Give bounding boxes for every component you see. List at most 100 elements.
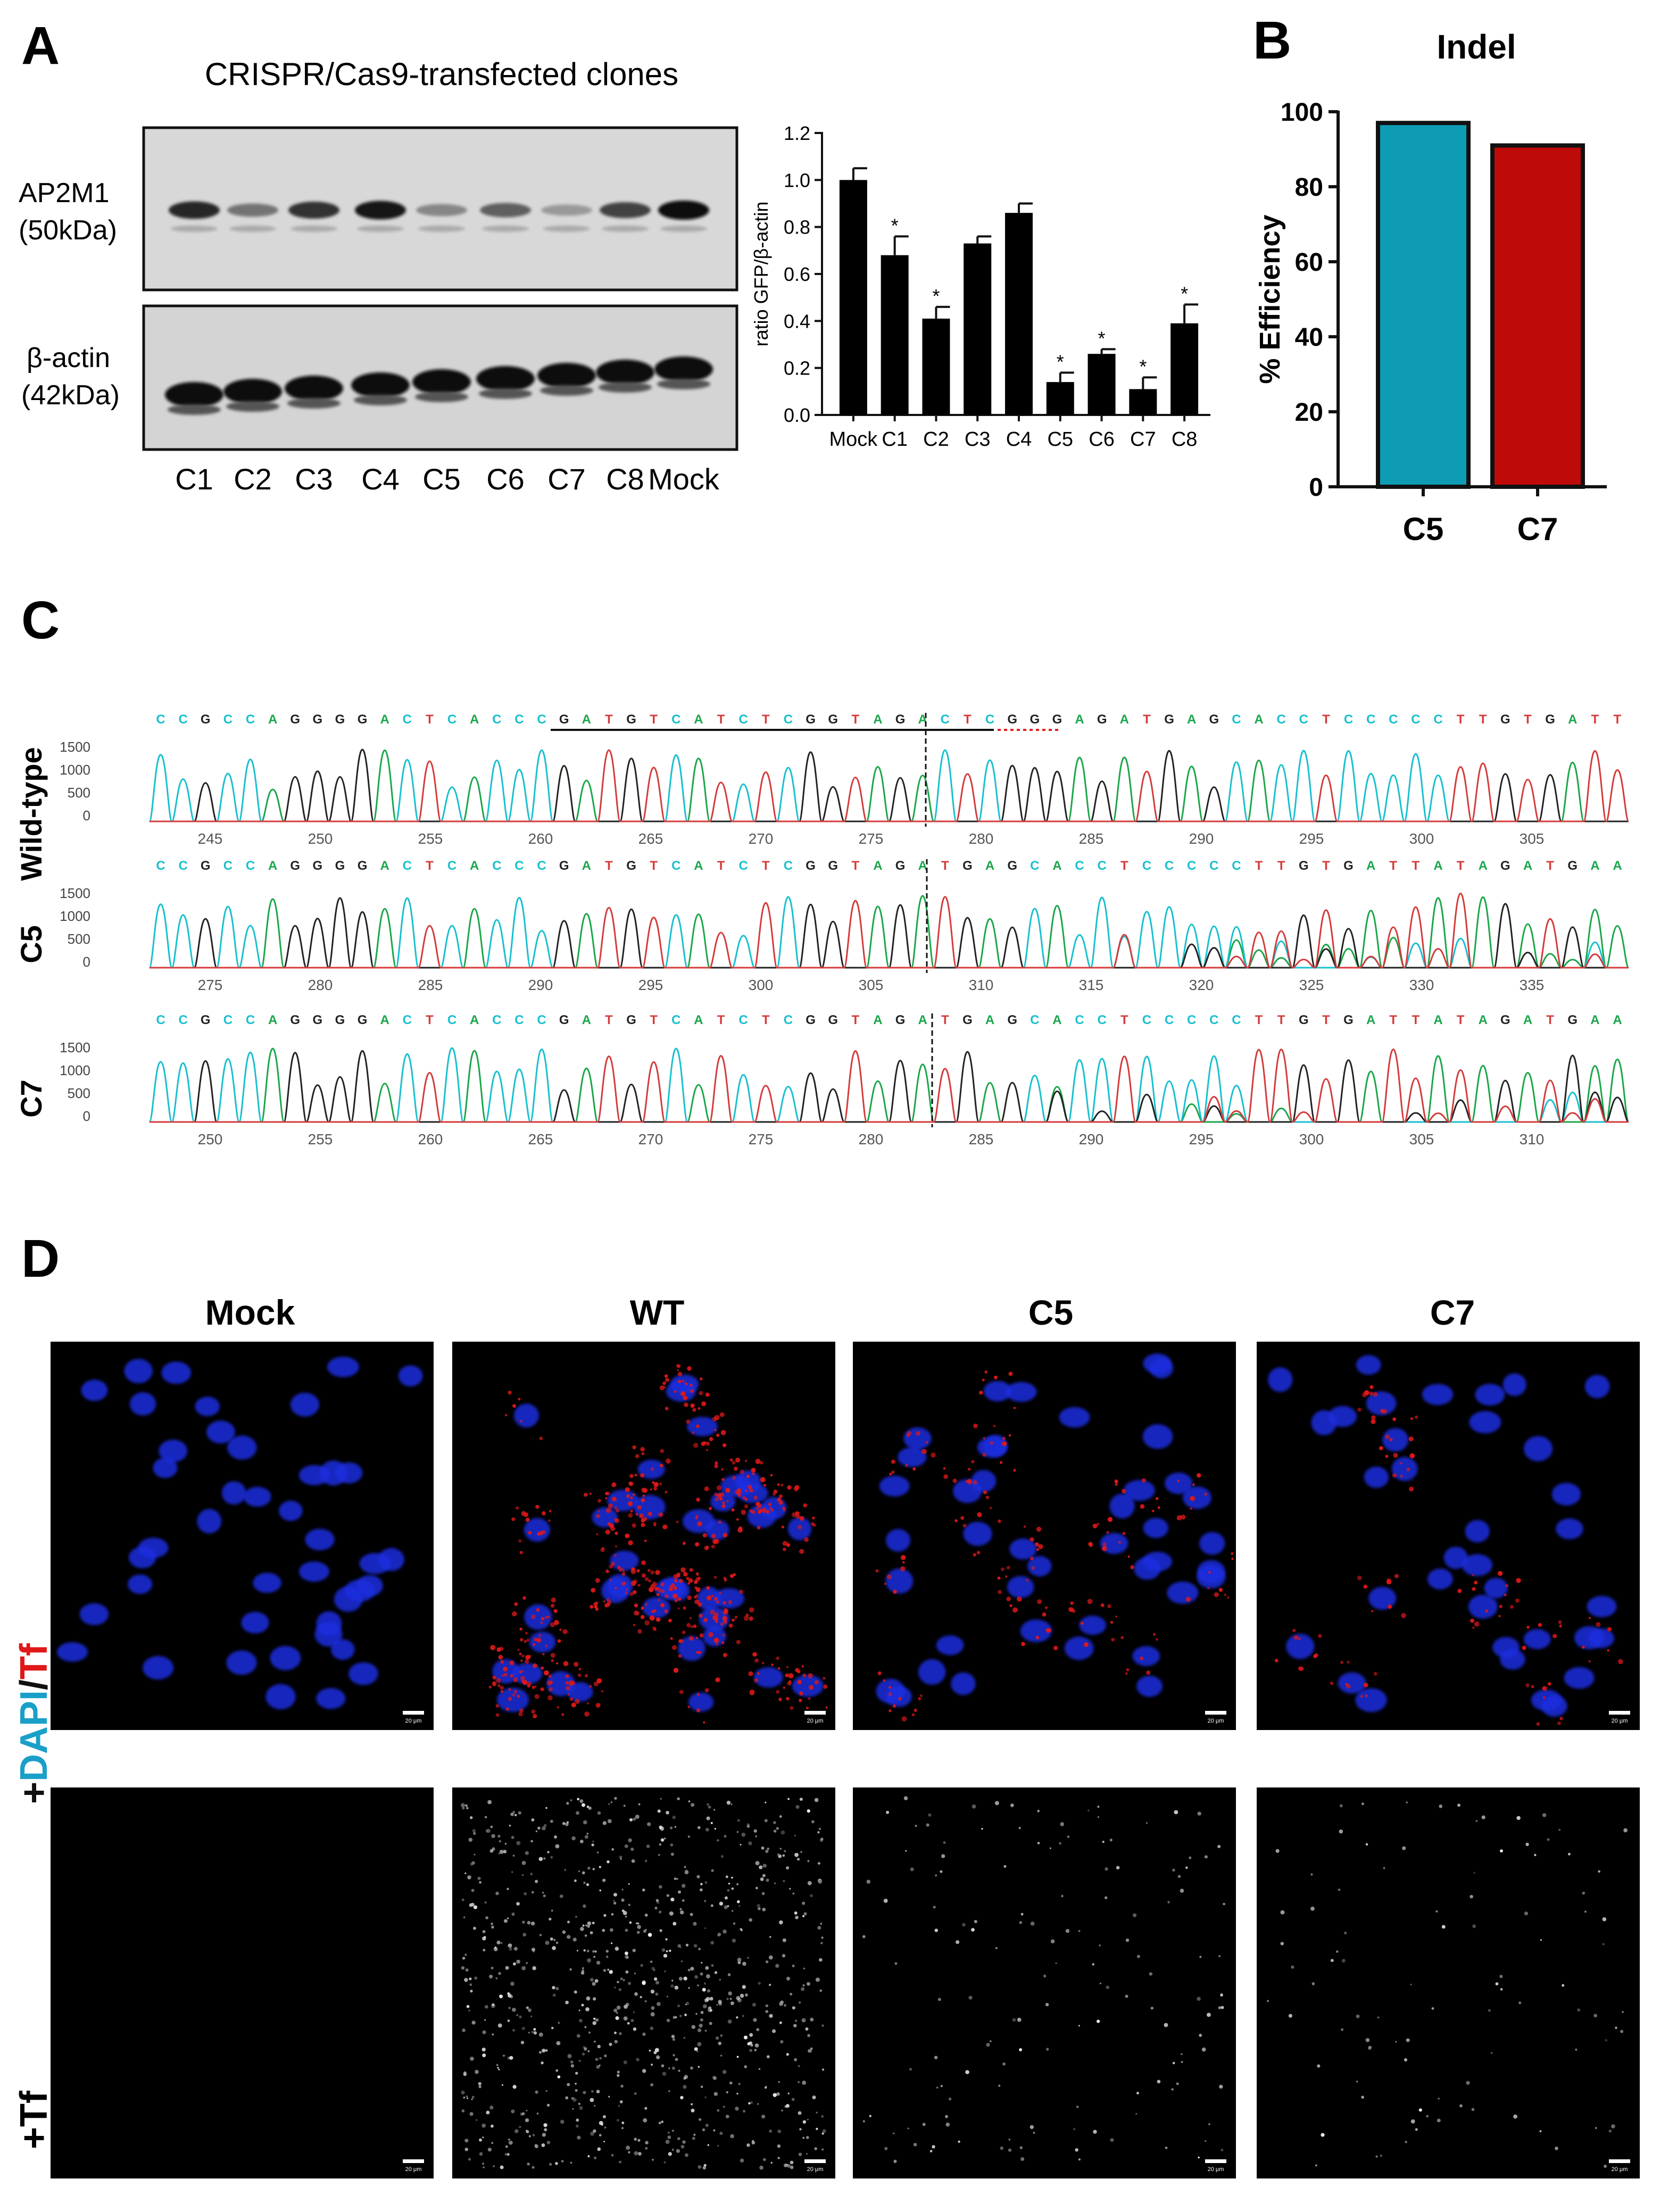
chart-a-significance: *: [932, 285, 940, 307]
tf-gray-punctum: [782, 1954, 786, 1958]
lane-label: C4: [361, 462, 400, 496]
base-call: T: [1322, 1013, 1330, 1027]
tf-gray-punctum: [559, 1894, 563, 1898]
tf-punctum: [695, 1542, 699, 1546]
tf-gray-punctum: [637, 1922, 640, 1925]
tf-punctum: [1122, 1532, 1126, 1535]
tf-punctum: [699, 1614, 703, 1618]
tf-gray-punctum: [659, 1843, 662, 1846]
nucleus: [314, 1621, 343, 1647]
nucleus: [1468, 1594, 1498, 1619]
tf-punctum: [590, 1604, 594, 1609]
tf-gray-punctum: [555, 1844, 560, 1849]
tf-gray-punctum: [779, 1848, 782, 1850]
tf-gray-punctum: [1097, 1806, 1100, 1808]
tf-gray-punctum: [772, 2029, 776, 2033]
tf-punctum: [629, 1592, 634, 1596]
tf-punctum: [578, 1668, 582, 1670]
tf-punctum: [630, 1581, 636, 1586]
base-call: G: [559, 712, 569, 727]
tf-gray-punctum: [694, 1975, 698, 1979]
tf-gray-punctum: [766, 2055, 770, 2058]
tf-gray-punctum: [1475, 1820, 1478, 1823]
tf-gray-punctum: [491, 1922, 493, 1925]
tf-gray-punctum: [719, 2132, 723, 2135]
tf-punctum: [635, 1611, 640, 1616]
base-call: G: [1209, 712, 1219, 727]
tf-gray-punctum: [784, 1850, 786, 1852]
tf-punctum: [1371, 1419, 1376, 1424]
tf-gray-punctum: [486, 2110, 490, 2115]
tf-gray-punctum: [536, 2113, 539, 2115]
tf-punctum: [642, 1488, 647, 1493]
tf-gray-punctum: [761, 1892, 765, 1895]
tf-punctum: [967, 1479, 973, 1484]
tf-gray-punctum: [711, 1869, 714, 1872]
tf-punctum: [633, 1624, 636, 1626]
tf-gray-punctum: [779, 2021, 782, 2024]
tf-punctum: [1400, 1462, 1402, 1465]
tf-gray-punctum: [640, 1964, 643, 1967]
tf-punctum: [997, 1576, 1001, 1580]
column-label: WT: [630, 1293, 685, 1332]
tf-gray-punctum: [666, 1950, 668, 1952]
tf-gray-punctum: [761, 2114, 766, 2119]
tf-gray-punctum: [622, 1979, 625, 1982]
tf-gray-punctum: [1106, 1985, 1109, 1989]
actin-label-line1: β-actin: [27, 343, 110, 373]
tf-gray-punctum: [690, 1912, 693, 1916]
tf-gray-punctum: [821, 2115, 824, 2118]
tf-punctum: [501, 1674, 504, 1677]
tf-gray-punctum: [769, 1936, 771, 1938]
tf-gray-punctum: [674, 1826, 676, 1828]
ap2m1-lower-band: [602, 226, 649, 232]
tf-gray-punctum: [669, 1911, 674, 1916]
ap2m1-lower-band: [660, 226, 707, 232]
tf-punctum: [811, 1522, 815, 1526]
tf-punctum: [1190, 1507, 1192, 1510]
tf-punctum: [916, 1431, 920, 1436]
nucleus: [265, 1684, 296, 1710]
tf-gray-punctum: [671, 2034, 675, 2039]
tf-punctum: [728, 1623, 733, 1628]
tf-gray-punctum: [713, 2129, 716, 2132]
tf-gray-punctum: [514, 1814, 517, 1817]
nucleus: [1079, 1615, 1107, 1635]
nucleus: [688, 1692, 714, 1712]
tf-gray-punctum: [626, 2146, 630, 2150]
tf-gray-punctum: [666, 1811, 669, 1815]
track-ytick-label: 1000: [60, 1062, 90, 1078]
tf-punctum: [521, 1654, 525, 1658]
tf-punctum: [888, 1692, 892, 1697]
tf-gray-punctum: [1030, 2125, 1034, 2130]
base-call: G: [1545, 712, 1555, 727]
tf-gray-punctum: [808, 2049, 812, 2053]
tf-gray-punctum: [755, 1835, 758, 1837]
tf-gray-punctum: [587, 1925, 590, 1928]
tf-punctum: [665, 1491, 668, 1494]
lane-label: C5: [422, 462, 461, 496]
tf-gray-punctum: [636, 2058, 640, 2061]
base-call: C: [403, 1013, 412, 1027]
tf-gray-punctum: [650, 1960, 653, 1963]
tf-gray-punctum: [705, 1827, 709, 1832]
tf-gray-punctum: [737, 1957, 742, 1962]
tf-gray-punctum: [722, 2069, 727, 2074]
tf-punctum: [1536, 1722, 1540, 1726]
base-call: C: [156, 1013, 165, 1027]
tf-punctum: [883, 1679, 886, 1682]
tf-gray-punctum: [516, 1902, 520, 1906]
tf-gray-punctum: [655, 1992, 659, 1996]
tf-gray-punctum: [655, 2055, 660, 2060]
tf-gray-punctum: [564, 1869, 566, 1871]
tf-gray-punctum: [707, 1989, 711, 1993]
tf-gray-punctum: [1061, 1895, 1064, 1898]
tf-gray-punctum: [645, 2141, 649, 2144]
tf-punctum: [687, 1366, 692, 1371]
tf-punctum: [1363, 1683, 1368, 1687]
tf-punctum: [539, 1436, 543, 1441]
tf-gray-punctum: [933, 1906, 936, 1909]
tf-punctum: [1472, 1587, 1476, 1591]
tf-gray-punctum: [546, 2103, 550, 2107]
tf-gray-punctum: [614, 2040, 618, 2043]
